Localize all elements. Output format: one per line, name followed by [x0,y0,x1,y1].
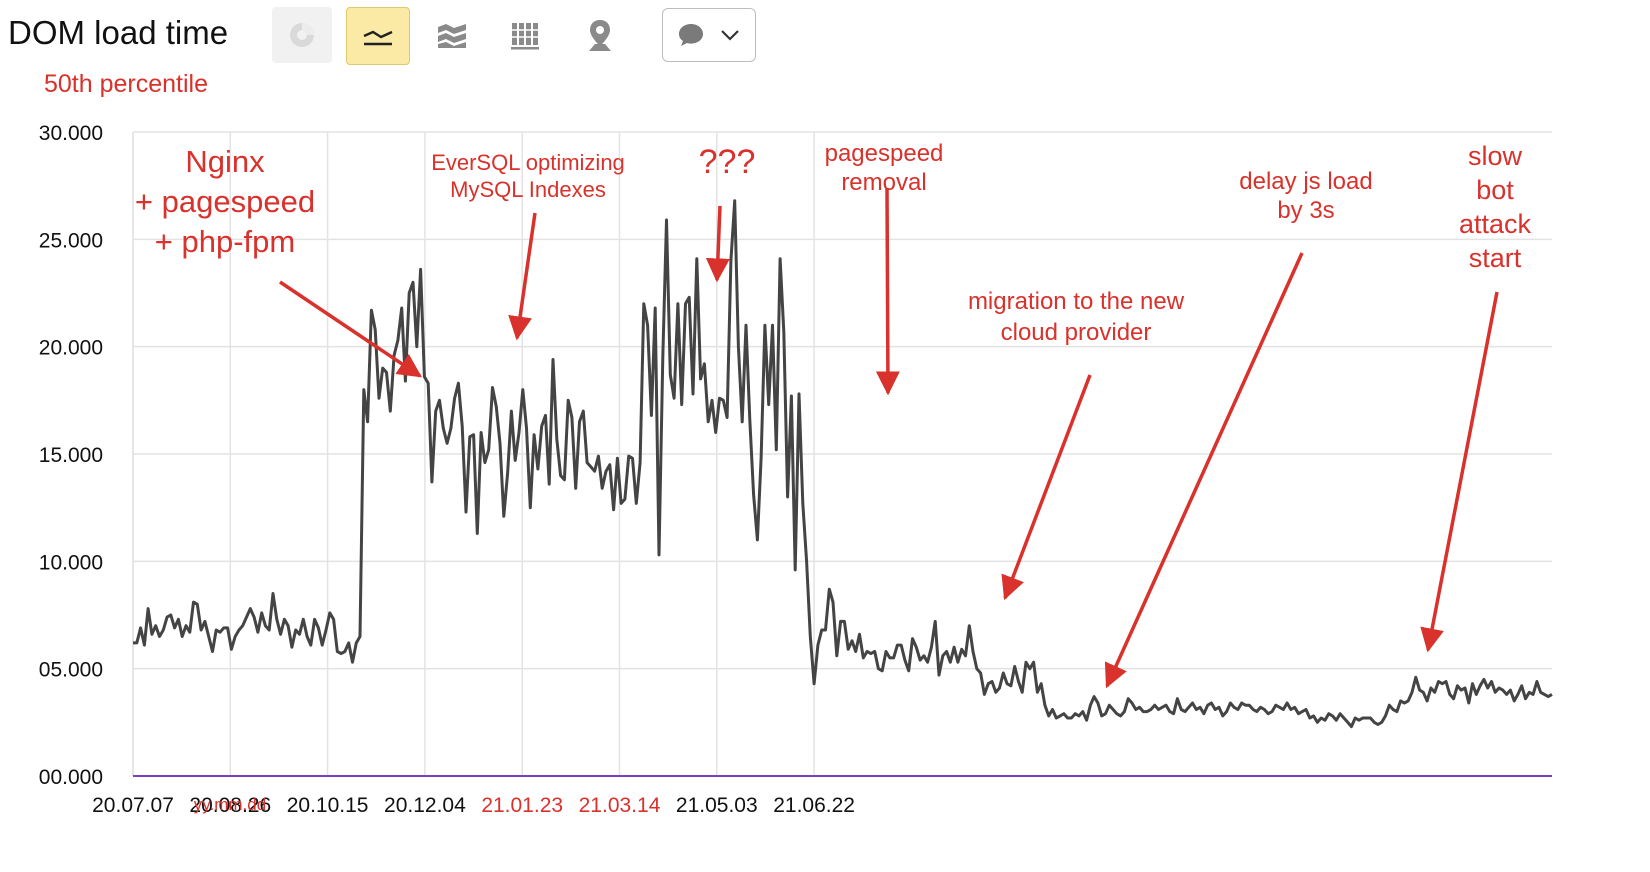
bar-chart-button[interactable] [496,7,556,63]
x-tick-label: 20.07.07 [92,794,174,817]
x-tick-label: 21.03.14 [579,794,661,817]
annotation-text: delay js load [1239,168,1372,195]
annotation-arrow [875,187,900,396]
annotation-text: Nginx [185,144,265,179]
x-tick-label: 20.12.04 [384,794,466,817]
area-chart-icon [438,24,466,48]
x-tick-label: 20.10.15 [287,794,369,817]
annotation-arrow [705,205,730,283]
annotation-text: cloud provider [1001,319,1152,346]
line-chart-button[interactable] [346,7,410,65]
annotation-arrow [508,212,537,341]
annotation-text: slow [1468,141,1523,171]
x-tick-label: 21.05.03 [676,794,758,817]
annotation-text: bot [1476,175,1514,205]
y-tick-label: 00.000 [39,766,103,789]
x-axis-label: yy.mm.dd [194,795,266,814]
annotation-arrow [1001,374,1092,601]
area-chart-button[interactable] [422,7,482,63]
annotation-arrow [1420,291,1499,653]
annotation-text: MySQL Indexes [450,177,606,202]
x-tick-label: 20.08.26 [189,794,271,817]
series-line [133,199,1553,729]
annotation-text: + php-fpm [155,224,295,259]
annotation-text: + pagespeed [135,184,315,219]
map-button[interactable] [570,7,630,63]
annotation-arrow [1104,252,1304,689]
annotation-text: attack [1459,209,1532,239]
line-chart-icon [363,30,393,46]
chart-subtitle: 50th percentile [44,70,209,98]
pie-chart-icon [290,23,314,47]
annotation-text: EverSQL optimizing [431,150,625,175]
bar-chart-icon [511,23,539,50]
page-title: DOM load time [8,14,229,51]
annotation-arrow [279,280,422,378]
x-tick-label: 21.06.22 [773,794,855,817]
y-tick-label: 05.000 [39,659,103,682]
x-tick-label: 21.01.23 [481,794,563,817]
y-tick-label: 25.000 [39,229,103,252]
annotation-text: pagespeed [825,140,944,167]
annotation-text: migration to the new [968,288,1185,315]
chevron-down-icon [721,30,739,41]
map-pin-icon [589,20,611,51]
y-tick-label: 30.000 [39,122,103,145]
comment-icon [679,24,703,46]
comments-dropdown[interactable] [662,8,756,62]
annotation-text: start [1469,243,1522,273]
y-tick-label: 15.000 [39,444,103,467]
annotation-text: ??? [699,143,756,181]
annotation-text: removal [841,169,926,196]
pie-chart-button[interactable] [272,7,332,63]
y-tick-label: 20.000 [39,337,103,360]
y-tick-label: 10.000 [39,551,103,574]
annotation-text: by 3s [1277,197,1334,224]
